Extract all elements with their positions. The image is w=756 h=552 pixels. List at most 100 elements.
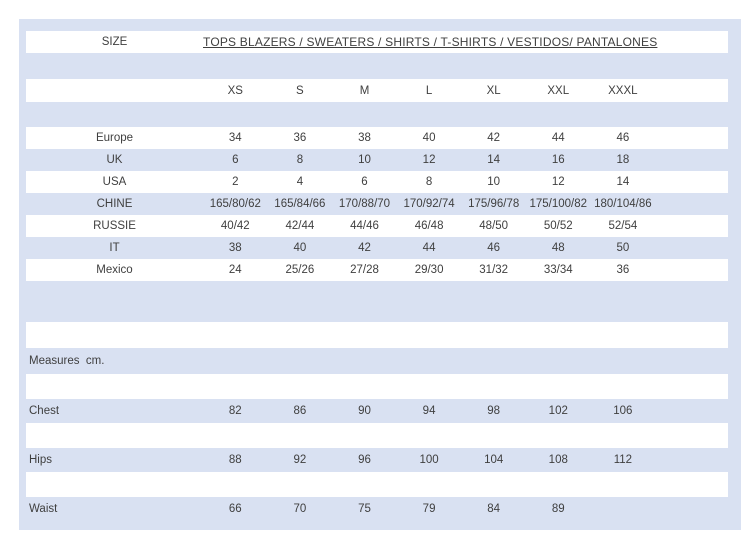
value-cell: 10 — [487, 176, 501, 188]
measure-block: Waist 66 70 75 79 84 89 — [19, 472, 741, 521]
spacer — [19, 521, 741, 530]
measure-row: Waist 66 70 75 79 84 89 — [19, 497, 741, 521]
size-header-cell: L — [425, 84, 433, 97]
value-cell: 31/32 — [479, 264, 509, 276]
row-label: Europe — [95, 132, 134, 144]
measure-block: Chest 82 86 90 94 98 102 106 — [19, 374, 741, 423]
measures-section-row: Measures cm. — [19, 348, 741, 374]
row-label: IT — [109, 242, 120, 254]
value-cell: 42 — [487, 132, 501, 144]
value-cell: 27/28 — [350, 264, 379, 276]
value-cell: 38 — [358, 132, 371, 144]
table-title: TOPS BLAZERS / SWEATERS / SHIRTS / T-SHI… — [203, 35, 658, 49]
value-cell: 180/104/86 — [594, 198, 652, 210]
value-cell: 106 — [613, 405, 633, 417]
size-chart-panel: SIZE TOPS BLAZERS / SWEATERS / SHIRTS / … — [19, 19, 741, 530]
value-cell: 29/30 — [414, 264, 444, 276]
value-cell: 44 — [551, 132, 565, 144]
empty-row — [26, 322, 728, 348]
value-cell: 42 — [358, 242, 371, 254]
body-measure-rows: Chest 82 86 90 94 98 102 106 Hips 88 92 96 100 104… — [19, 374, 741, 521]
value-cell: 12 — [422, 154, 436, 166]
value-cell: 48 — [551, 242, 565, 254]
region-size-rows: Europe 34 36 38 40 42 44 46 UK 6 8 10 12 14 16 18 US… — [19, 127, 741, 281]
value-cell: 48/50 — [479, 220, 509, 232]
value-cell: 104 — [484, 454, 504, 466]
value-cell: 102 — [548, 405, 568, 417]
value-cell: 33/34 — [543, 264, 573, 276]
value-cell: 10 — [358, 154, 371, 166]
value-cell: 36 — [616, 264, 630, 276]
value-cell: 6 — [232, 154, 239, 166]
table-header-row: SIZE TOPS BLAZERS / SWEATERS / SHIRTS / … — [26, 31, 728, 53]
row-label: Waist — [29, 503, 58, 515]
value-cell: 8 — [296, 154, 304, 166]
value-cell: 46/48 — [414, 220, 444, 232]
value-cell: 46 — [616, 132, 630, 144]
value-cell: 84 — [487, 503, 501, 515]
size-header-cell: XXL — [547, 84, 570, 97]
value-cell: 44/46 — [350, 220, 379, 232]
value-cell: 40/42 — [220, 220, 250, 232]
value-cell: 89 — [551, 503, 565, 515]
row-label: USA — [102, 176, 127, 188]
size-header-cell: XXXL — [608, 84, 638, 97]
size-header-cell: XL — [486, 84, 501, 97]
spacer-row — [26, 472, 728, 497]
value-cell: 90 — [358, 405, 371, 417]
value-cell: 50 — [616, 242, 630, 254]
value-cell: 66 — [228, 503, 242, 515]
region-row: RUSSIE 40/42 42/44 44/46 46/48 48/50 50/52 52/… — [26, 215, 728, 237]
value-cell: 16 — [551, 154, 565, 166]
value-cell: 46 — [487, 242, 501, 254]
value-cell: 79 — [422, 503, 436, 515]
size-letters-row: XS S M L XL XXL XXXL — [26, 79, 728, 102]
spacer-row — [26, 423, 728, 448]
value-cell: 112 — [613, 454, 633, 466]
row-label: RUSSIE — [93, 220, 136, 232]
value-cell: 14 — [487, 154, 501, 166]
value-cell: 165/80/62 — [209, 198, 261, 210]
spacer — [19, 281, 741, 322]
region-row: CHINE 165/80/62 165/84/66 170/88/70 170/92/… — [19, 193, 741, 215]
region-row: UK 6 8 10 12 14 16 18 — [19, 149, 741, 171]
value-cell: 14 — [616, 176, 630, 188]
row-label: Hips — [29, 454, 53, 466]
value-cell: 75 — [358, 503, 371, 515]
value-cell: 18 — [616, 154, 630, 166]
value-cell: 42/44 — [285, 220, 315, 232]
value-cell: 50/52 — [543, 220, 573, 232]
value-cell: 100 — [419, 454, 439, 466]
value-cell: 96 — [358, 454, 371, 466]
row-label: CHINE — [96, 198, 133, 210]
size-column-header: SIZE — [101, 36, 128, 48]
value-cell: 165/84/66 — [274, 198, 326, 210]
measure-block: Hips 88 92 96 100 104 108 112 — [19, 423, 741, 472]
value-cell: 25/26 — [285, 264, 315, 276]
value-cell: 2 — [232, 176, 239, 188]
spacer — [19, 102, 741, 127]
spacer-row — [26, 374, 728, 399]
value-cell: 40 — [293, 242, 307, 254]
region-row: USA 2 4 6 8 10 12 14 — [26, 171, 728, 193]
size-header-cell: S — [296, 84, 304, 97]
value-cell: 94 — [422, 405, 436, 417]
row-label: Mexico — [96, 264, 133, 276]
spacer — [19, 19, 741, 31]
value-cell: 8 — [425, 176, 433, 188]
value-cell: 34 — [228, 132, 242, 144]
value-cell: 170/88/70 — [338, 198, 391, 210]
value-cell: 12 — [551, 176, 565, 188]
value-cell: 92 — [293, 454, 307, 466]
value-cell: 175/100/82 — [529, 198, 588, 210]
spacer — [19, 53, 741, 79]
size-header-cell: XS — [227, 84, 243, 97]
value-cell: 4 — [296, 176, 304, 188]
value-cell: 52/54 — [608, 220, 638, 232]
value-cell: 44 — [422, 242, 436, 254]
row-label: UK — [106, 154, 123, 166]
measures-label: Measures cm. — [29, 355, 105, 367]
value-cell: 36 — [293, 132, 307, 144]
region-row: Mexico 24 25/26 27/28 29/30 31/32 33/34 36 — [26, 259, 728, 281]
